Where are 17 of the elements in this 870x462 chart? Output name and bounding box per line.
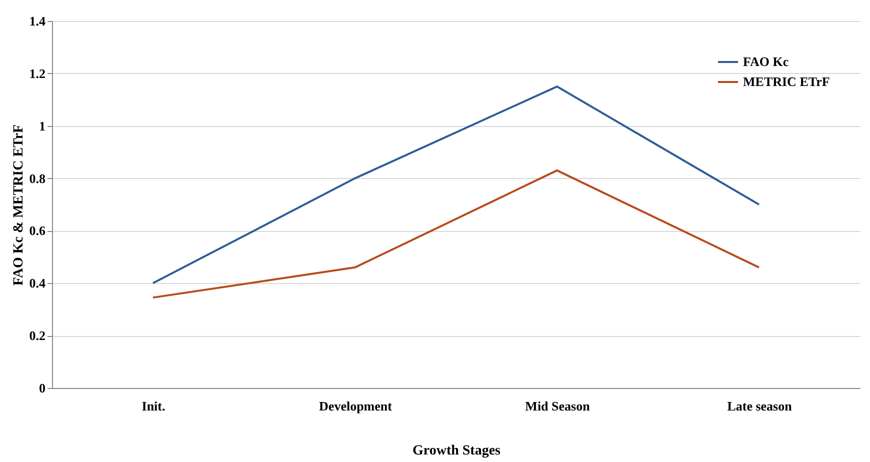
y-tick-label: 1 [39, 118, 46, 134]
y-axis-title: FAO Kc & METRIC ETrF [11, 124, 26, 286]
y-tick-label: 0.2 [29, 328, 46, 344]
legend-label: METRIC ETrF [743, 74, 830, 89]
y-tick-label: 0.4 [29, 276, 46, 291]
y-tick-label: 0.8 [29, 170, 46, 186]
y-tick-label: 0.6 [29, 223, 46, 238]
x-axis-title: Growth Stages [412, 444, 502, 458]
y-tick-label: 0 [39, 380, 46, 396]
x-tick-label: Mid Season [525, 398, 591, 414]
x-tick-label: Late season [727, 398, 793, 414]
y-tick-label: 1.2 [29, 66, 46, 81]
line-series [152, 86, 760, 284]
y-tick-label: 1.4 [29, 14, 46, 28]
x-tick-label: Init. [142, 398, 166, 414]
x-tick-label: Development [319, 398, 393, 414]
legend-label: FAO Kc [743, 54, 789, 69]
